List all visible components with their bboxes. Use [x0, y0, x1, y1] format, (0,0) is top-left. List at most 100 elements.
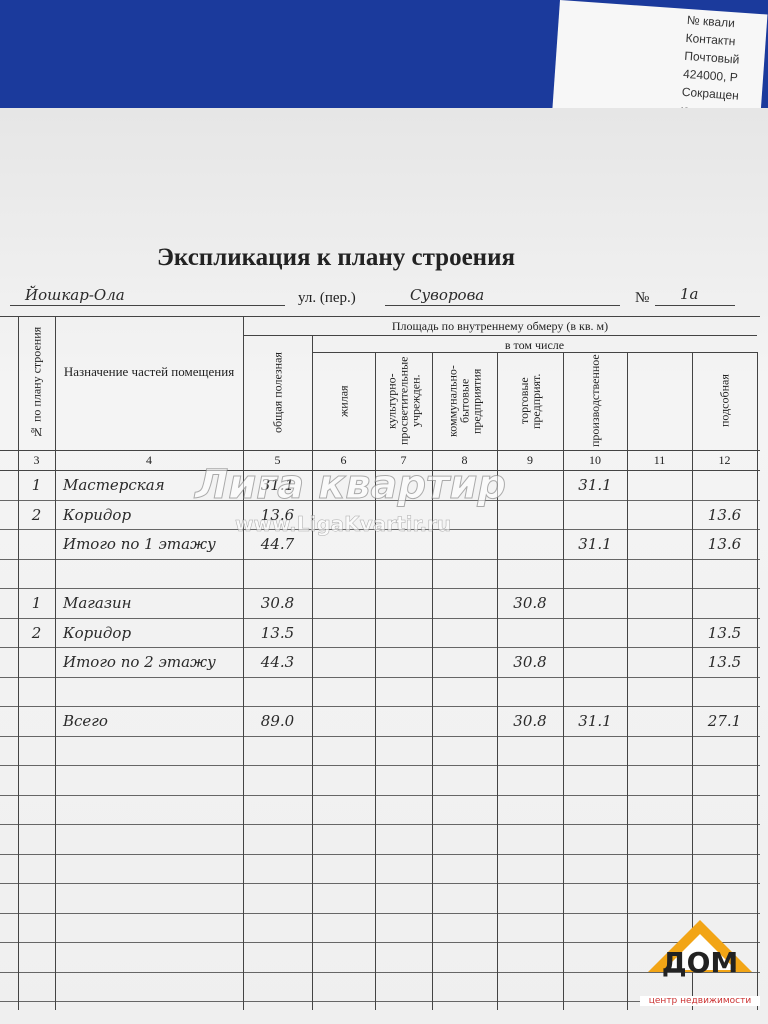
- cell: 30.8: [260, 594, 295, 612]
- row-line: [0, 676, 760, 678]
- column-header: торговые предприят.: [517, 373, 543, 429]
- column-header: жилая: [336, 385, 351, 417]
- column-line: [627, 352, 628, 1010]
- table-line: [0, 470, 760, 471]
- column-header: Назначение частей помещения: [63, 364, 235, 379]
- background-text: Почтовый: [683, 48, 740, 67]
- row-line: [0, 765, 760, 766]
- column-number: 9: [527, 453, 533, 467]
- cell: 13.6: [707, 535, 742, 553]
- number: 1а: [680, 285, 699, 303]
- row-line: [0, 942, 760, 943]
- cell: 31.1: [578, 535, 612, 553]
- logo-title: ДОМ: [661, 946, 739, 979]
- cell: 1: [31, 594, 42, 612]
- cell: 1: [31, 476, 42, 494]
- column-line: [692, 352, 693, 1010]
- watermark-title: Лига квартир: [195, 462, 507, 509]
- column-line: [243, 316, 244, 1010]
- row-line: [0, 883, 760, 884]
- column-number: 11: [653, 453, 666, 467]
- cell: 13.5: [707, 653, 742, 671]
- column-line: [497, 352, 498, 1010]
- row-line: [0, 824, 760, 825]
- row-line: [0, 529, 760, 530]
- column-number: 4: [146, 453, 152, 467]
- cell: 2: [31, 623, 42, 642]
- column-number: 3: [33, 453, 40, 467]
- cell: 44.7: [260, 535, 295, 553]
- cell: Коридор: [63, 505, 132, 524]
- subgroup-header: в том числе: [504, 338, 565, 352]
- cell: 27.1: [707, 712, 742, 730]
- row-line: [0, 588, 760, 589]
- cell: 13.5: [707, 623, 742, 642]
- column-header: коммунально-бытовые предприятия: [445, 365, 484, 437]
- row-line: [0, 647, 760, 648]
- row-line: [0, 1001, 760, 1002]
- column-header: производственное: [588, 354, 602, 448]
- title: Экспликация к плану строения: [156, 244, 516, 271]
- underline: [385, 305, 620, 306]
- column-line: [375, 352, 376, 1010]
- cell: Магазин: [63, 594, 132, 612]
- cell: 30.8: [513, 653, 547, 671]
- cell: Всего: [63, 712, 108, 730]
- column-header: общая полезная: [270, 352, 285, 433]
- background-text: Контактн: [685, 30, 736, 49]
- row-line: [0, 971, 760, 973]
- cell: Коридор: [63, 623, 132, 642]
- logo: ДОМ центр недвижимости: [640, 912, 760, 1017]
- underline: [10, 305, 285, 306]
- cell: 31.1: [578, 712, 612, 730]
- column-line: [432, 352, 433, 1010]
- column-line: [563, 352, 564, 1010]
- logo-house: [648, 920, 752, 972]
- column-number: 6: [340, 453, 347, 467]
- row-line: [0, 499, 760, 501]
- column-number: 12: [718, 453, 731, 467]
- number-label: №: [635, 290, 650, 306]
- city: Йошкар-Ола: [25, 286, 125, 304]
- column-line: [312, 335, 313, 1010]
- row-line: [0, 853, 760, 855]
- cell: 13.6: [260, 505, 295, 524]
- cell: 13.6: [707, 505, 742, 524]
- cell: 31.1: [578, 476, 612, 494]
- background-text: Сокращен: [681, 84, 740, 103]
- column-header: подсобная: [717, 374, 732, 428]
- row-line: [0, 735, 760, 737]
- column-line: [18, 316, 19, 1010]
- row-line: [0, 706, 760, 707]
- column-number: 8: [461, 453, 468, 467]
- row-line: [0, 794, 760, 796]
- column-line: [55, 316, 56, 1010]
- logo-subtitle: центр недвижимости: [640, 996, 760, 1006]
- table-line: [243, 335, 757, 336]
- group-header: Площадь по внутреннему обмеру (в кв. м): [391, 319, 609, 333]
- cell: 89.0: [260, 712, 295, 730]
- column-number: 10: [589, 453, 601, 467]
- column-header: культурно-просветительные учрежден.: [384, 356, 423, 446]
- cell: 2: [31, 505, 42, 524]
- cell: 30.8: [513, 712, 547, 730]
- cell: 30.8: [513, 594, 547, 612]
- background-text: № квали: [686, 12, 736, 31]
- row-line: [0, 558, 760, 560]
- table-line: [0, 450, 760, 451]
- paper: [0, 108, 768, 1024]
- cell: Итого по 2 этажу: [63, 653, 216, 671]
- column-number: 5: [274, 453, 281, 467]
- column-line: [757, 352, 758, 1010]
- column-header: № по плану строения: [29, 326, 44, 440]
- street: Суворова: [410, 286, 485, 304]
- underline: [655, 305, 735, 306]
- cell: 44.3: [260, 653, 295, 671]
- column-number: 7: [400, 453, 407, 467]
- cell: Итого по 1 этажу: [63, 535, 216, 553]
- row-line: [0, 617, 760, 619]
- cell: 13.5: [260, 623, 295, 642]
- background-text: 424000, Р: [682, 66, 739, 85]
- cell: Мастерская: [63, 476, 165, 494]
